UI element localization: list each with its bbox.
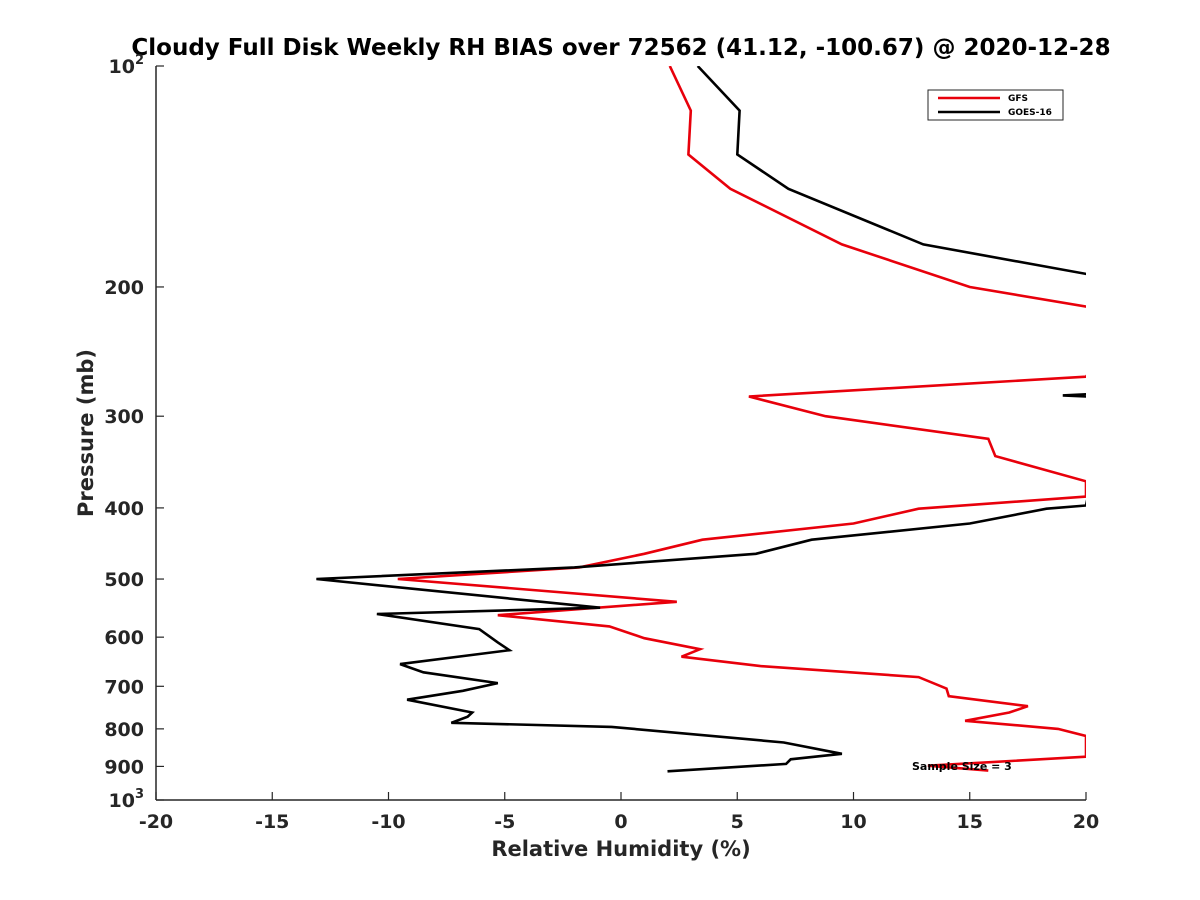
x-tick-label: 10	[840, 811, 866, 833]
series-line-goes-16	[316, 66, 1086, 773]
y-tick-label: 900	[104, 756, 144, 778]
legend-label: GFS	[1008, 94, 1028, 104]
y-tick-base: 700	[104, 676, 144, 698]
x-tick-label: 5	[731, 811, 744, 833]
sample-size-annotation: Sample Size = 3	[912, 760, 1012, 773]
y-tick-label: 800	[104, 719, 144, 741]
x-tick-label: 0	[614, 811, 627, 833]
x-tick-label: -10	[371, 811, 405, 833]
x-axis-label: Relative Humidity (%)	[491, 837, 750, 861]
legend-box	[927, 89, 1064, 121]
x-ticks: -20 -15 -10 -5 0 5 10 15 20	[139, 792, 1099, 833]
x-tick-label: 15	[957, 811, 983, 833]
x-tick-label: -15	[255, 811, 289, 833]
y-tick-exponent: 2	[135, 53, 144, 68]
x-tick-label: -20	[139, 811, 173, 833]
y-tick-label: 400	[104, 498, 144, 520]
y-tick-label: 102	[109, 53, 145, 78]
y-tick-exponent: 3	[135, 787, 144, 802]
chart-title: Cloudy Full Disk Weekly RH BIAS over 725…	[131, 35, 1110, 61]
y-tick-base: 10	[109, 56, 135, 78]
y-tick-label: 700	[104, 676, 144, 698]
y-tick-base: 400	[104, 498, 144, 520]
y-tick-base: 300	[104, 406, 144, 428]
y-tick-label: 500	[104, 569, 144, 591]
y-tick-label: 300	[104, 406, 144, 428]
y-tick-base: 600	[104, 627, 144, 649]
y-tick-label: 103	[109, 787, 145, 812]
y-tick-base: 900	[104, 756, 144, 778]
y-tick-base: 200	[104, 277, 144, 299]
y-tick-base: 500	[104, 569, 144, 591]
x-tick-label: 20	[1073, 811, 1099, 833]
y-axis-label: Pressure (mb)	[74, 349, 98, 517]
series-group	[316, 66, 1086, 773]
y-tick-base: 800	[104, 719, 144, 741]
legend-label: GOES-16	[1008, 108, 1052, 118]
x-tick-label: -5	[494, 811, 515, 833]
y-tick-base: 10	[109, 790, 135, 812]
y-tick-label: 200	[104, 277, 144, 299]
series-line-gfs	[397, 66, 1086, 772]
legend: GFS GOES-16	[927, 89, 1064, 121]
y-tick-label: 600	[104, 627, 144, 649]
